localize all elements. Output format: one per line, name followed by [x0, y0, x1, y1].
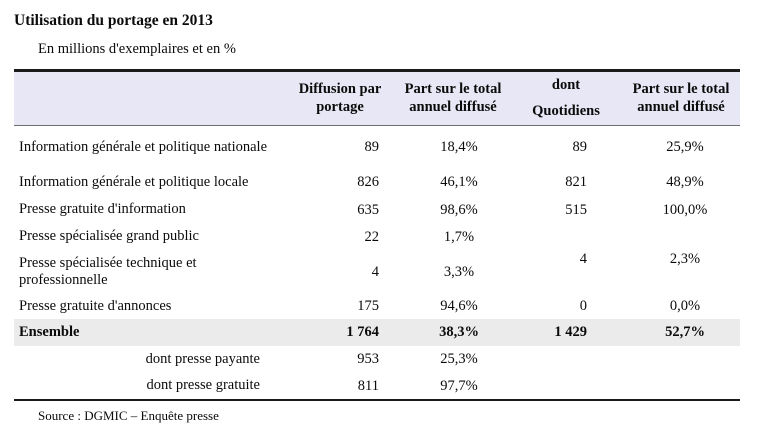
col-header-part-total: Part sur le total annuel diffusé: [396, 70, 510, 126]
cell-empty: [510, 346, 622, 373]
cell-part: 1,7%: [443, 228, 475, 245]
col-header-diffusion-line1: Diffusion par: [298, 80, 382, 97]
cell-part-quotidiens: 52,7%: [665, 324, 705, 341]
col-header-diffusion-line2: portage: [316, 99, 364, 116]
table-row: Presse gratuite d'annonces 175 94,6% 0 0…: [14, 294, 740, 319]
col-header-part-total-line2: annuel diffusé: [409, 99, 497, 116]
page-title: Utilisation du portage en 2013: [14, 12, 213, 29]
cell-quotidiens: 0: [579, 298, 587, 315]
col-header-dont-line1: dont: [551, 77, 581, 93]
row-label: Presse gratuite d'annonces: [19, 297, 172, 314]
cell-quotidiens: 821: [565, 174, 587, 191]
cell-part: 97,7%: [440, 377, 478, 394]
portage-stats-table: Diffusion par portage Part sur le total …: [14, 69, 740, 402]
table-row: Presse spécialisée technique et professi…: [14, 250, 740, 294]
cell-part: 25,3%: [440, 351, 478, 368]
cell-part: 38,3%: [439, 324, 479, 341]
row-label: Presse spécialisée technique et professi…: [19, 254, 197, 289]
col-header-dont-line2: Quotidiens: [532, 102, 600, 119]
total-row-label: Ensemble: [19, 323, 80, 340]
sub-row-presse-gratuite: dont presse gratuite 811 97,7%: [14, 373, 740, 400]
cell-diffusion: 175: [357, 298, 379, 315]
cell-diffusion: 89: [364, 138, 380, 155]
table-row: Presse spécialisée grand public 22 1,7% …: [14, 224, 740, 266]
row-label: Presse gratuite d'information: [19, 201, 186, 218]
col-header-dont-quotidiens: dont Quotidiens: [510, 70, 622, 126]
cell-part-quotidiens: 25,9%: [666, 138, 704, 155]
col-header-diffusion: Diffusion par portage: [284, 70, 396, 126]
sub-row-label: dont presse payante: [145, 350, 260, 367]
cell-part-quotidiens-merged: 2,3%: [669, 250, 701, 267]
cell-part-quotidiens: 100,0%: [662, 201, 708, 218]
col-header-part-total-quotidiens: Part sur le total annuel diffusé: [622, 70, 740, 126]
cell-empty: [622, 373, 740, 400]
cell-diffusion: 635: [357, 201, 379, 218]
table-row: Information générale et politique locale…: [14, 169, 740, 196]
col-header-category: [14, 70, 284, 126]
table-row: Information générale et politique nation…: [14, 125, 740, 169]
total-row-ensemble: Ensemble 1 764 38,3% 1 429 52,7%: [14, 319, 740, 347]
row-label: Information générale et politique locale: [19, 173, 249, 190]
header-row: Diffusion par portage Part sur le total …: [14, 70, 740, 126]
cell-diffusion: 953: [357, 351, 379, 368]
cell-diffusion: 826: [357, 174, 379, 191]
cell-part-quotidiens: 48,9%: [666, 174, 704, 191]
cell-diffusion: 22: [364, 228, 380, 245]
page-subtitle: En millions d'exemplaires et en %: [38, 41, 236, 57]
cell-part: 94,6%: [440, 298, 478, 315]
col-header-part-quot-line1: Part sur le total: [632, 80, 730, 97]
row-label: Presse spécialisée grand public: [19, 228, 199, 245]
row-label: Information générale et politique nation…: [19, 138, 268, 155]
cell-empty: [510, 373, 622, 400]
cell-part: 46,1%: [440, 174, 478, 191]
source-note: Source : DGMIC – Enquête presse: [38, 408, 219, 424]
cell-part: 98,6%: [440, 201, 478, 218]
table-header: Diffusion par portage Part sur le total …: [14, 70, 740, 126]
cell-diffusion: 4: [371, 263, 379, 280]
cell-quotidiens: 515: [565, 201, 587, 218]
cell-diffusion: 1 764: [346, 324, 379, 341]
col-header-part-quot-line2: annuel diffusé: [637, 99, 725, 116]
cell-diffusion: 811: [357, 377, 379, 394]
sub-row-presse-payante: dont presse payante 953 25,3%: [14, 346, 740, 373]
col-header-part-total-line1: Part sur le total: [404, 80, 502, 97]
cell-quotidiens-merged: 4: [579, 250, 587, 267]
cell-part: 18,4%: [440, 138, 478, 155]
cell-empty: [622, 346, 740, 373]
cell-quotidiens: 89: [572, 138, 588, 155]
table-body: Information générale et politique nation…: [14, 125, 740, 400]
sub-row-label: dont presse gratuite: [146, 377, 260, 394]
cell-quotidiens: 1 429: [554, 324, 587, 341]
table-row: Presse gratuite d'information 635 98,6% …: [14, 196, 740, 224]
cell-part-quotidiens: 0,0%: [669, 298, 701, 315]
cell-part: 3,3%: [443, 263, 475, 280]
